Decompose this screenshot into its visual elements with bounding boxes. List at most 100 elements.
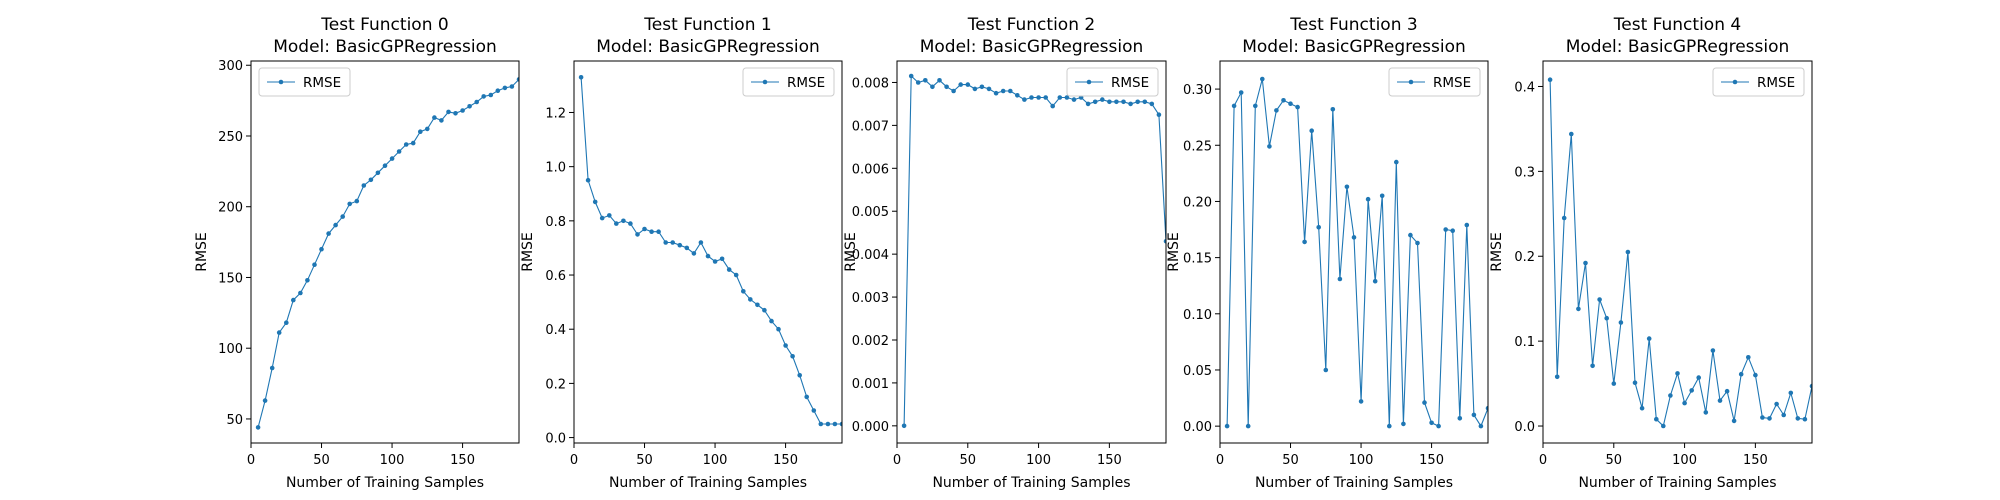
data-point: [628, 221, 633, 226]
data-point: [755, 302, 760, 308]
data-point: [1471, 412, 1477, 418]
data-point: [432, 115, 437, 120]
data-point: [1344, 184, 1350, 190]
x-tick-label: 0: [247, 453, 255, 468]
data-point: [1107, 99, 1112, 105]
data-point: [1267, 144, 1272, 149]
data-point: [1071, 97, 1077, 102]
data-point: [1746, 355, 1751, 360]
data-point: [425, 126, 430, 132]
legend-label: RMSE: [787, 75, 825, 91]
data-point: [1443, 227, 1448, 232]
legend-box: [1066, 67, 1159, 97]
legend-marker: [762, 79, 768, 85]
data-point: [1029, 95, 1034, 100]
data-point: [1632, 380, 1638, 386]
data-point: [467, 104, 472, 109]
data-point: [396, 149, 402, 154]
y-tick-label: 0.30: [1183, 83, 1212, 98]
data-point: [1401, 421, 1406, 427]
series-line: [903, 74, 1166, 426]
data-point: [1485, 405, 1488, 411]
data-point: [1753, 372, 1758, 378]
x-tick-label: 50: [313, 453, 330, 468]
data-point: [1372, 278, 1378, 284]
data-point: [691, 251, 697, 256]
data-point: [1646, 336, 1652, 341]
legend-label: RMSE: [1111, 75, 1149, 91]
data-point: [621, 218, 626, 224]
chart-subtitle: Model: BasicGPRegression: [1242, 37, 1466, 57]
data-point: [305, 278, 310, 283]
data-point: [1015, 93, 1020, 98]
data-point: [262, 398, 268, 403]
y-tick-label: 200: [218, 201, 243, 216]
y-tick-label: 50: [226, 413, 243, 428]
data-point: [1696, 375, 1701, 380]
series-line: [257, 79, 519, 428]
data-point: [1675, 371, 1680, 376]
data-point: [1008, 88, 1013, 94]
data-point: [614, 221, 619, 226]
axes-frame: [573, 60, 843, 444]
data-point: [1064, 95, 1070, 100]
x-tick-label: 100: [380, 453, 405, 468]
data-point: [1057, 95, 1063, 100]
chart-title: Test Function 2: [967, 15, 1095, 35]
data-point: [1611, 381, 1617, 386]
data-point: [804, 394, 809, 400]
x-tick-label: 100: [1349, 453, 1374, 468]
data-point: [474, 99, 480, 105]
data-point: [1092, 99, 1098, 105]
y-tick-label: 0.15: [1183, 252, 1212, 267]
data-point: [733, 272, 739, 278]
data-point: [1050, 103, 1055, 109]
y-tick-label: 1.2: [545, 106, 566, 121]
legend-label: RMSE: [1757, 75, 1795, 91]
data-point: [502, 85, 508, 91]
data-point: [1618, 320, 1624, 325]
data-point: [481, 94, 487, 99]
series-line: [580, 77, 842, 425]
data-point: [1245, 423, 1251, 429]
data-point: [1415, 240, 1420, 246]
data-point: [1639, 405, 1645, 411]
data-point: [1561, 215, 1567, 221]
data-point: [1760, 415, 1765, 420]
y-tick-label: 0.2: [545, 377, 566, 392]
y-tick-label: 0.008: [852, 76, 889, 91]
data-point: [607, 213, 612, 218]
chart-title: Test Function 0: [320, 15, 448, 35]
y-tick-label: 0.2: [1514, 250, 1535, 265]
data-point: [1795, 416, 1801, 421]
data-point: [748, 297, 753, 302]
data-point: [361, 183, 367, 188]
data-point: [1547, 77, 1553, 82]
y-tick-label: 0.0: [1514, 420, 1535, 435]
data-point: [1569, 131, 1574, 137]
data-point: [993, 90, 999, 96]
data-point: [382, 163, 388, 168]
chart-subtitle: Model: BasicGPRegression: [920, 37, 1144, 57]
data-point: [1604, 315, 1609, 321]
data-point: [1330, 107, 1336, 112]
y-axis-label: RMSE: [1489, 232, 1505, 272]
x-tick-label: 150: [1419, 453, 1444, 468]
data-point: [944, 84, 949, 90]
data-point: [1703, 410, 1709, 415]
y-tick-label: 0.007: [852, 119, 889, 134]
data-point: [1128, 101, 1133, 107]
y-tick-label: 0.004: [852, 248, 889, 263]
x-axis-label: Number of Training Samples: [1578, 475, 1776, 491]
data-point: [276, 330, 282, 335]
data-point: [1253, 103, 1258, 109]
x-axis-label: Number of Training Samples: [1255, 475, 1453, 491]
data-point: [1149, 101, 1155, 107]
data-point: [269, 365, 275, 371]
data-point: [663, 240, 668, 245]
x-tick-label: 0: [570, 453, 578, 468]
